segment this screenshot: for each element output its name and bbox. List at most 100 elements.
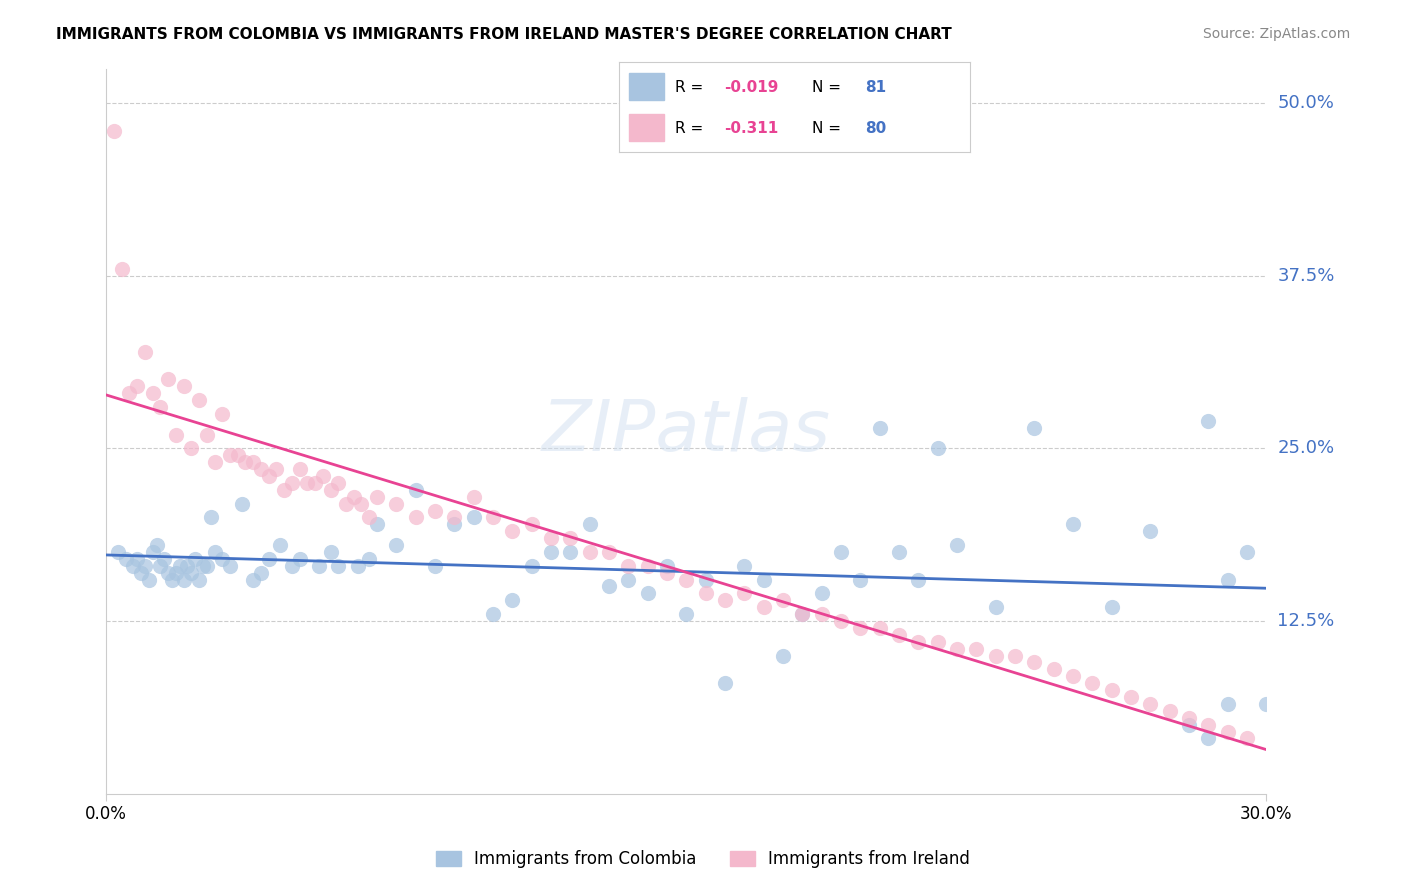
FancyBboxPatch shape	[630, 114, 664, 141]
Point	[423, 558, 446, 573]
Point	[501, 593, 523, 607]
Point	[111, 261, 134, 276]
Point	[188, 573, 211, 587]
Point	[1159, 704, 1181, 718]
Point	[103, 123, 125, 137]
Point	[849, 573, 872, 587]
Point	[675, 607, 697, 621]
Point	[118, 386, 141, 401]
Point	[319, 545, 342, 559]
Point	[1216, 724, 1239, 739]
Point	[965, 641, 987, 656]
Text: R =: R =	[675, 121, 709, 136]
Point	[176, 558, 198, 573]
Point	[195, 558, 218, 573]
Point	[1081, 676, 1104, 690]
Point	[219, 558, 242, 573]
Point	[308, 558, 330, 573]
Point	[423, 503, 446, 517]
Point	[169, 558, 191, 573]
Point	[257, 552, 280, 566]
Point	[288, 552, 311, 566]
Point	[153, 552, 176, 566]
Point	[180, 442, 202, 456]
Point	[578, 517, 600, 532]
Point	[907, 634, 929, 648]
Point	[204, 545, 226, 559]
Point	[1042, 662, 1064, 676]
Point	[122, 558, 145, 573]
Point	[1178, 717, 1201, 731]
Point	[772, 648, 794, 663]
Point	[733, 586, 755, 600]
Point	[463, 490, 485, 504]
Point	[849, 621, 872, 635]
Point	[242, 455, 264, 469]
Point	[405, 510, 427, 524]
Point	[830, 545, 852, 559]
Point	[235, 455, 257, 469]
Point	[328, 475, 350, 490]
Point	[984, 600, 1007, 615]
Point	[188, 392, 211, 407]
Point	[482, 510, 505, 524]
Point	[443, 517, 465, 532]
Point	[288, 462, 311, 476]
Point	[184, 552, 207, 566]
Text: 12.5%: 12.5%	[1278, 612, 1334, 630]
Point	[792, 607, 814, 621]
Point	[1197, 414, 1219, 428]
Point	[984, 648, 1007, 663]
Point	[1101, 683, 1123, 698]
Point	[927, 634, 949, 648]
Point	[138, 573, 160, 587]
Point	[1024, 420, 1046, 434]
Point	[482, 607, 505, 621]
Text: 25.0%: 25.0%	[1278, 440, 1334, 458]
Point	[343, 490, 366, 504]
Point	[142, 545, 165, 559]
Point	[946, 538, 969, 552]
Text: -0.311: -0.311	[724, 121, 779, 136]
Point	[281, 475, 304, 490]
Point	[173, 379, 195, 393]
Point	[830, 614, 852, 628]
Point	[1178, 711, 1201, 725]
Point	[269, 538, 291, 552]
Point	[463, 510, 485, 524]
Point	[366, 490, 388, 504]
Point	[127, 379, 149, 393]
Point	[157, 566, 180, 580]
Text: N =: N =	[813, 121, 846, 136]
Point	[1256, 697, 1278, 711]
Point	[1216, 697, 1239, 711]
Point	[520, 517, 543, 532]
Point	[385, 538, 408, 552]
Point	[328, 558, 350, 573]
Text: Source: ZipAtlas.com: Source: ZipAtlas.com	[1202, 27, 1350, 41]
Point	[134, 344, 156, 359]
Point	[443, 510, 465, 524]
Point	[273, 483, 295, 497]
Point	[346, 558, 368, 573]
Point	[560, 545, 582, 559]
Point	[107, 545, 129, 559]
Point	[173, 573, 195, 587]
Point	[714, 676, 737, 690]
Text: N =: N =	[813, 80, 846, 95]
Point	[578, 545, 600, 559]
Text: 37.5%: 37.5%	[1278, 267, 1334, 285]
Point	[250, 566, 273, 580]
Point	[231, 497, 253, 511]
Point	[242, 573, 264, 587]
Text: 50.0%: 50.0%	[1278, 94, 1334, 112]
Point	[160, 573, 183, 587]
Point	[350, 497, 373, 511]
Point	[810, 586, 832, 600]
Point	[675, 573, 697, 587]
Point	[887, 545, 910, 559]
Point	[598, 579, 620, 593]
Point	[927, 442, 949, 456]
Point	[114, 552, 136, 566]
Point	[1062, 669, 1084, 683]
